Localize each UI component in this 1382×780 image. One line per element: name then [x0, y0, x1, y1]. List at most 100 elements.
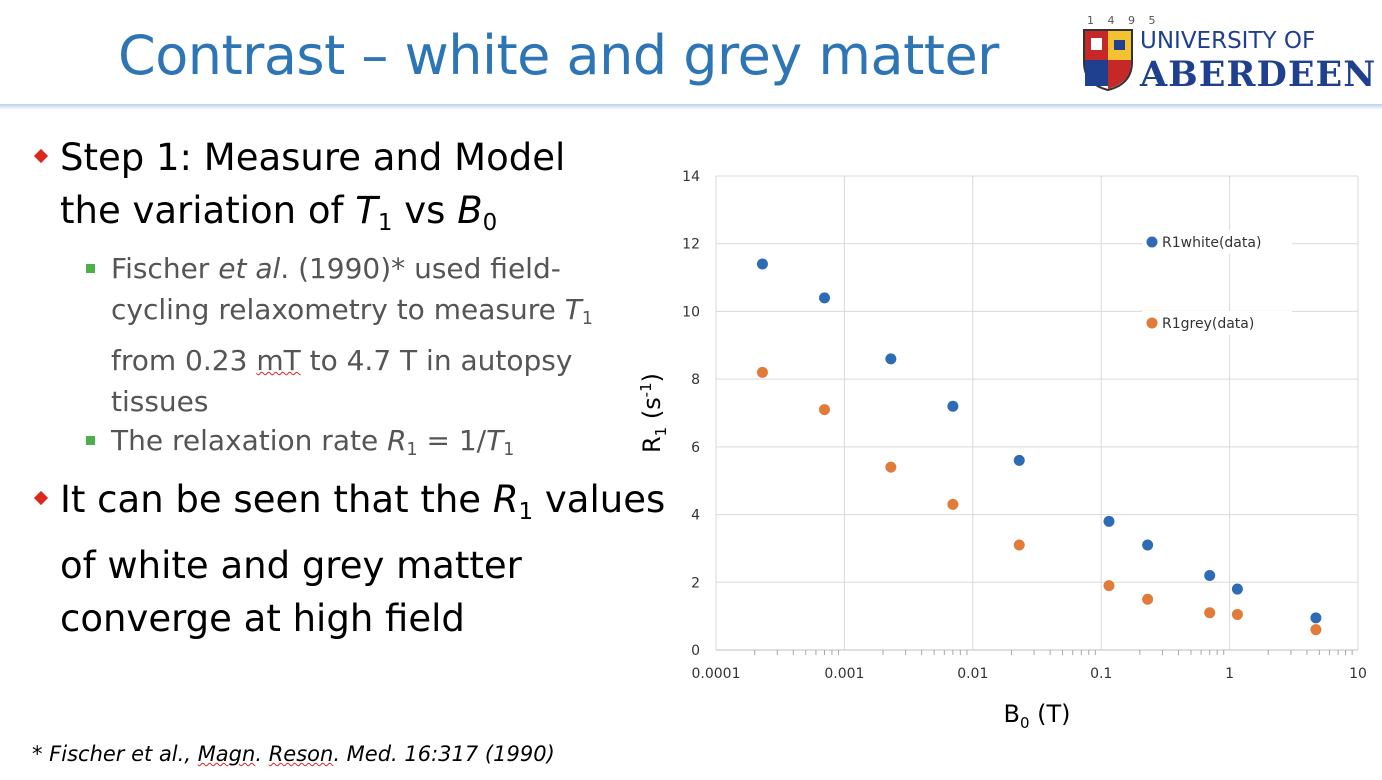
text-run: It can be seen that the: [60, 478, 493, 521]
x-tick-label: 10: [1349, 666, 1367, 682]
white-matter-point: [1204, 570, 1216, 582]
white-matter-point: [885, 353, 897, 365]
red-diamond-icon: [33, 148, 49, 164]
crest-icon: [1083, 29, 1133, 92]
grey-matter-point: [1013, 539, 1025, 551]
bullet-converge-line3: converge at high field: [60, 596, 465, 640]
x-tick-label: 0.01: [957, 666, 988, 682]
y-tick-label: 14: [682, 169, 700, 185]
subscript: 1: [503, 440, 515, 461]
bullet-step1: Step 1: Measure and Model the variation …: [32, 131, 565, 250]
logo-line1: UNIVERSITY OF: [1140, 28, 1316, 54]
text-run: . (1990)* used field-: [280, 252, 561, 285]
subbullet-line: The relaxation rate R1 = 1/T1: [111, 420, 514, 471]
x-axis-title: B0 (T): [1003, 700, 1070, 732]
y-axis-title: R1 (s-1): [637, 373, 670, 453]
bullet-step1-text: Step 1: Measure and Model the variation …: [60, 131, 565, 250]
grey-matter-point: [947, 498, 959, 510]
subscript: 1: [518, 498, 534, 525]
y-tick-label: 4: [691, 508, 700, 524]
text-run: .: [255, 742, 269, 766]
white-matter-point: [1231, 583, 1243, 595]
text-run: . Med. 16:317 (1990): [333, 742, 555, 766]
green-square-icon: [86, 436, 95, 445]
legend-entry-bg: [1142, 311, 1292, 335]
text-run: to 4.7 T in autopsy: [300, 344, 573, 378]
text-run: mT: [256, 344, 301, 378]
legend-label: R1grey(data): [1162, 316, 1254, 332]
y-tick-label: 0: [691, 643, 700, 659]
symbol-T: T: [486, 424, 504, 457]
symbol-T: T: [355, 189, 378, 232]
x-tick-label: 0.1: [1090, 666, 1112, 682]
text-run: values: [533, 478, 666, 521]
y-tick-label: 2: [691, 575, 700, 591]
footnote-citation: * Fischer et al., Magn. Reson. Med. 16:3…: [32, 742, 555, 766]
white-matter-point: [947, 400, 959, 412]
symbol-R: R: [492, 478, 519, 521]
grey-matter-point: [1204, 607, 1216, 619]
legend-marker: [1146, 236, 1158, 248]
white-matter-point: [756, 258, 768, 270]
green-square-icon: [86, 264, 95, 273]
text-run: * Fischer et al.,: [32, 742, 198, 766]
bullet-step1-line1: Step 1: Measure and Model: [60, 136, 566, 179]
red-diamond-icon: [33, 490, 49, 506]
text-run: The relaxation rate: [111, 424, 388, 457]
legend-marker: [1146, 317, 1158, 329]
white-matter-point: [819, 292, 831, 304]
y-tick-label: 12: [682, 237, 700, 253]
legend-label: R1white(data): [1162, 235, 1261, 251]
r1-vs-b0-scatter-chart: 0 2 4 6 8 10 12 14 0.0001 0.001 0.01 0.1 1 10 B0 (T) R1…: [637, 169, 1367, 732]
title-divider: [0, 104, 1382, 110]
text-run: Fischer: [111, 252, 219, 285]
subscript: 1: [406, 440, 418, 461]
subscript: 1: [377, 209, 393, 236]
symbol-T: T: [564, 293, 582, 326]
symbol-B: B: [457, 189, 483, 232]
subscript: 1: [581, 309, 593, 330]
subbullet-relaxation-rate: The relaxation rate R1 = 1/T1: [86, 420, 514, 471]
grey-matter-point: [756, 366, 768, 378]
white-matter-point: [1142, 539, 1154, 551]
text-run: Magn: [197, 742, 256, 766]
grey-matter-point: [885, 461, 897, 473]
bullet-converge-text: It can be seen that the R1 values of whi…: [60, 473, 665, 645]
grey-matter-point: [1310, 624, 1322, 636]
legend-entry-bg: [1142, 230, 1292, 254]
white-matter-point: [1103, 515, 1115, 527]
subbullet-line: tissues: [111, 385, 209, 419]
text-run: the variation of: [60, 189, 356, 232]
logo-year: 1 4 9 5: [1087, 14, 1161, 27]
text-run: cycling relaxometry to measure: [111, 293, 565, 326]
subbullet-line: from 0.23 mT to 4.7 T in autopsy: [111, 340, 593, 381]
subscript: 0: [482, 209, 498, 236]
text-run: = 1/: [417, 424, 487, 457]
y-tick-label: 8: [691, 372, 700, 388]
y-tick-label: 10: [682, 304, 700, 320]
bullet-converge-line2: of white and grey matter: [60, 543, 522, 587]
grey-matter-point: [1231, 608, 1243, 620]
text-run: et al: [218, 252, 281, 285]
symbol-R: R: [387, 424, 407, 457]
text-run: vs: [392, 189, 458, 232]
bullet-step1-line2: the variation of T1 vs B0: [60, 184, 565, 250]
white-matter-point: [1310, 612, 1322, 624]
x-tick-label: 0.001: [824, 666, 864, 682]
bullet-converge: It can be seen that the R1 values of whi…: [32, 473, 665, 645]
bullet-converge-line1: It can be seen that the R1 values: [60, 473, 665, 539]
grey-matter-point: [1103, 580, 1115, 592]
subbullet-line: cycling relaxometry to measure T1: [111, 289, 593, 340]
white-matter-point: [1013, 454, 1025, 466]
university-logo: 1 4 9 5 UNIVERSITY OF ABERDEEN: [1082, 14, 1375, 98]
slide-title: Contrast – white and grey matter: [118, 24, 999, 87]
subbullet-fischer-text: Fischer et al. (1990)* used field- cycli…: [111, 248, 593, 422]
y-tick-label: 6: [691, 440, 700, 456]
x-tick-label: 0.0001: [692, 666, 741, 682]
text-run: from 0.23: [111, 344, 257, 378]
subbullet-line: Fischer et al. (1990)* used field-: [111, 248, 593, 289]
text-run: Reson: [268, 742, 334, 766]
logo-line2: ABERDEEN: [1140, 54, 1377, 95]
grey-matter-point: [819, 404, 831, 416]
subbullet-fischer: Fischer et al. (1990)* used field- cycli…: [86, 248, 593, 422]
